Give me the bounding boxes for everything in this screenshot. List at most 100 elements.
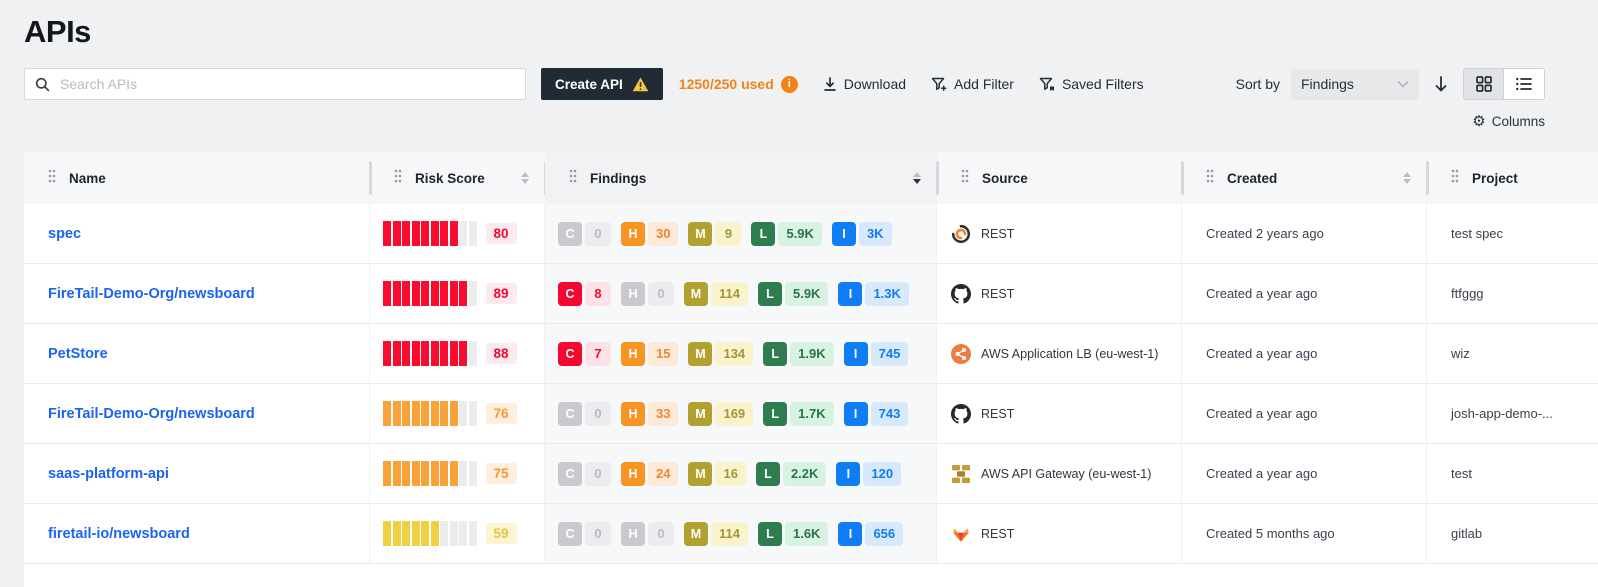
column-separator[interactable]	[1426, 161, 1429, 195]
risk-segment	[402, 281, 410, 306]
api-name-link[interactable]: FireTail-Demo-Org/newsboard	[48, 405, 255, 422]
drag-handle-icon[interactable]	[569, 169, 577, 188]
sort-toggle-icon[interactable]	[913, 171, 921, 185]
risk-segment	[430, 341, 439, 366]
table-row[interactable]: firetail-io/newsboard 59 C 0 H 0 M 114 L 1.6K I 656…	[24, 504, 1598, 564]
grid-view-button[interactable]	[1464, 69, 1504, 99]
search-input[interactable]	[58, 75, 515, 93]
warning-icon	[632, 77, 649, 92]
risk-score-cell: 76	[370, 384, 545, 443]
findings-cell: C 0 H 0 M 114 L 1.6K I 656	[545, 504, 937, 563]
risk-segment	[411, 221, 420, 246]
risk-segment	[430, 461, 439, 486]
severity-count: 0	[648, 281, 674, 306]
drag-handle-icon[interactable]	[1206, 169, 1214, 188]
saved-filters-button[interactable]: Saved Filters	[1039, 76, 1144, 92]
source-cell: REST	[937, 384, 1182, 443]
created-text: Created 5 months ago	[1206, 526, 1335, 541]
sort-toggle-icon[interactable]	[1403, 171, 1411, 185]
source-label: AWS Application LB (eu-west-1)	[981, 346, 1159, 361]
risk-segment	[468, 521, 477, 546]
risk-segment	[383, 521, 391, 546]
source-cell: AWS Application LB (eu-west-1)	[937, 324, 1182, 383]
severity-count: 169	[715, 401, 754, 426]
severity-letter: I	[831, 221, 856, 246]
toolbar: Create API 1250/250 used i Download Add …	[24, 68, 1598, 100]
list-view-button[interactable]	[1504, 69, 1544, 99]
risk-segment	[440, 221, 448, 246]
table-row[interactable]: saas-platform-api 75 C 0 H 24 M 16 L 2.2K I 120 AWS …	[24, 444, 1598, 504]
risk-segment	[430, 221, 439, 246]
source-label: AWS API Gateway (eu-west-1)	[981, 466, 1152, 481]
risk-segment	[421, 341, 429, 366]
drag-handle-icon[interactable]	[394, 169, 402, 188]
severity-count: 5.9K	[778, 221, 822, 246]
table-row[interactable]: FireTail-Demo-Org/newsboard 89 C 8 H 0 M 114 L 5.…	[24, 264, 1598, 324]
column-header-findings[interactable]: Findings	[545, 152, 939, 204]
risk-segment	[459, 401, 467, 426]
created-cell: Created a year ago	[1182, 384, 1427, 443]
column-separator[interactable]	[936, 161, 939, 195]
api-name-link[interactable]: spec	[48, 225, 82, 242]
columns-button[interactable]: ⚙ Columns	[1472, 110, 1545, 132]
api-name-link[interactable]: FireTail-Demo-Org/newsboard	[48, 285, 255, 302]
info-icon[interactable]: i	[780, 75, 798, 93]
finding-badge-low: L 5.9K	[751, 221, 822, 246]
severity-count: 30	[648, 221, 679, 246]
column-header-source[interactable]: Source	[937, 152, 1184, 204]
risk-score-bar	[383, 401, 477, 426]
name-cell: FireTail-Demo-Org/newsboard	[24, 384, 370, 443]
risk-segment	[449, 341, 458, 366]
drag-handle-icon[interactable]	[48, 169, 56, 188]
column-separator[interactable]	[369, 161, 372, 195]
column-separator[interactable]	[1181, 161, 1184, 195]
source-icon-aws-api-gateway	[951, 464, 971, 484]
risk-score-cell: 75	[370, 444, 545, 503]
project-text: wiz	[1451, 346, 1470, 361]
column-header-risk-score[interactable]: Risk Score	[370, 152, 547, 204]
column-header-project[interactable]: Project	[1427, 152, 1598, 204]
sort-by-label: Sort by	[1235, 76, 1280, 92]
columns-row: ⚙ Columns	[24, 110, 1598, 132]
created-text: Created a year ago	[1206, 346, 1318, 361]
column-header-name[interactable]: Name	[24, 152, 372, 204]
sort-direction-button[interactable]	[1434, 76, 1448, 92]
risk-score-value: 89	[485, 283, 517, 304]
severity-count: 5.9K	[784, 281, 829, 306]
severity-letter: C	[558, 221, 582, 246]
severity-letter: M	[688, 401, 713, 426]
api-name-link[interactable]: PetStore	[48, 345, 108, 362]
sort-toggle-icon[interactable]	[521, 171, 529, 185]
severity-letter: I	[838, 521, 863, 546]
api-name-link[interactable]: firetail-io/newsboard	[48, 525, 190, 542]
source-cell: REST	[937, 264, 1182, 323]
create-api-button[interactable]: Create API	[541, 68, 663, 100]
download-button[interactable]: Download	[823, 76, 906, 92]
search-box[interactable]	[24, 68, 526, 100]
findings-cell: C 7 H 15 M 134 L 1.9K I 745	[545, 324, 937, 383]
risk-segment	[421, 221, 429, 246]
table-row[interactable]: PetStore 88 C 7 H 15 M 134 L 1.9K I 745 AWS Applicat…	[24, 324, 1598, 384]
add-filter-button[interactable]: Add Filter	[931, 76, 1014, 92]
source-label: REST	[981, 526, 1015, 541]
severity-count: 0	[585, 521, 611, 546]
table-row[interactable]: spec 80 C 0 H 30 M 9 L 5.9K I 3K REST Created 2 years…	[24, 204, 1598, 264]
table-row[interactable]: FireTail-Demo-Org/newsboard 76 C 0 H 33 M 169 L 1…	[24, 384, 1598, 444]
drag-handle-icon[interactable]	[961, 169, 969, 188]
risk-segment	[468, 401, 477, 426]
download-icon	[823, 76, 837, 92]
api-name-link[interactable]: saas-platform-api	[48, 465, 169, 482]
risk-segment	[430, 281, 439, 306]
sort-select[interactable]: Findings	[1291, 68, 1419, 100]
risk-score-bar	[383, 281, 477, 306]
column-header-created[interactable]: Created	[1182, 152, 1429, 204]
drag-handle-icon[interactable]	[1451, 169, 1459, 188]
risk-segment	[459, 341, 467, 366]
source-icon-aws-alb	[951, 343, 971, 364]
sort-select-value: Findings	[1301, 76, 1354, 92]
risk-segment	[402, 461, 410, 486]
severity-letter: C	[558, 401, 582, 426]
risk-segment	[459, 461, 467, 486]
